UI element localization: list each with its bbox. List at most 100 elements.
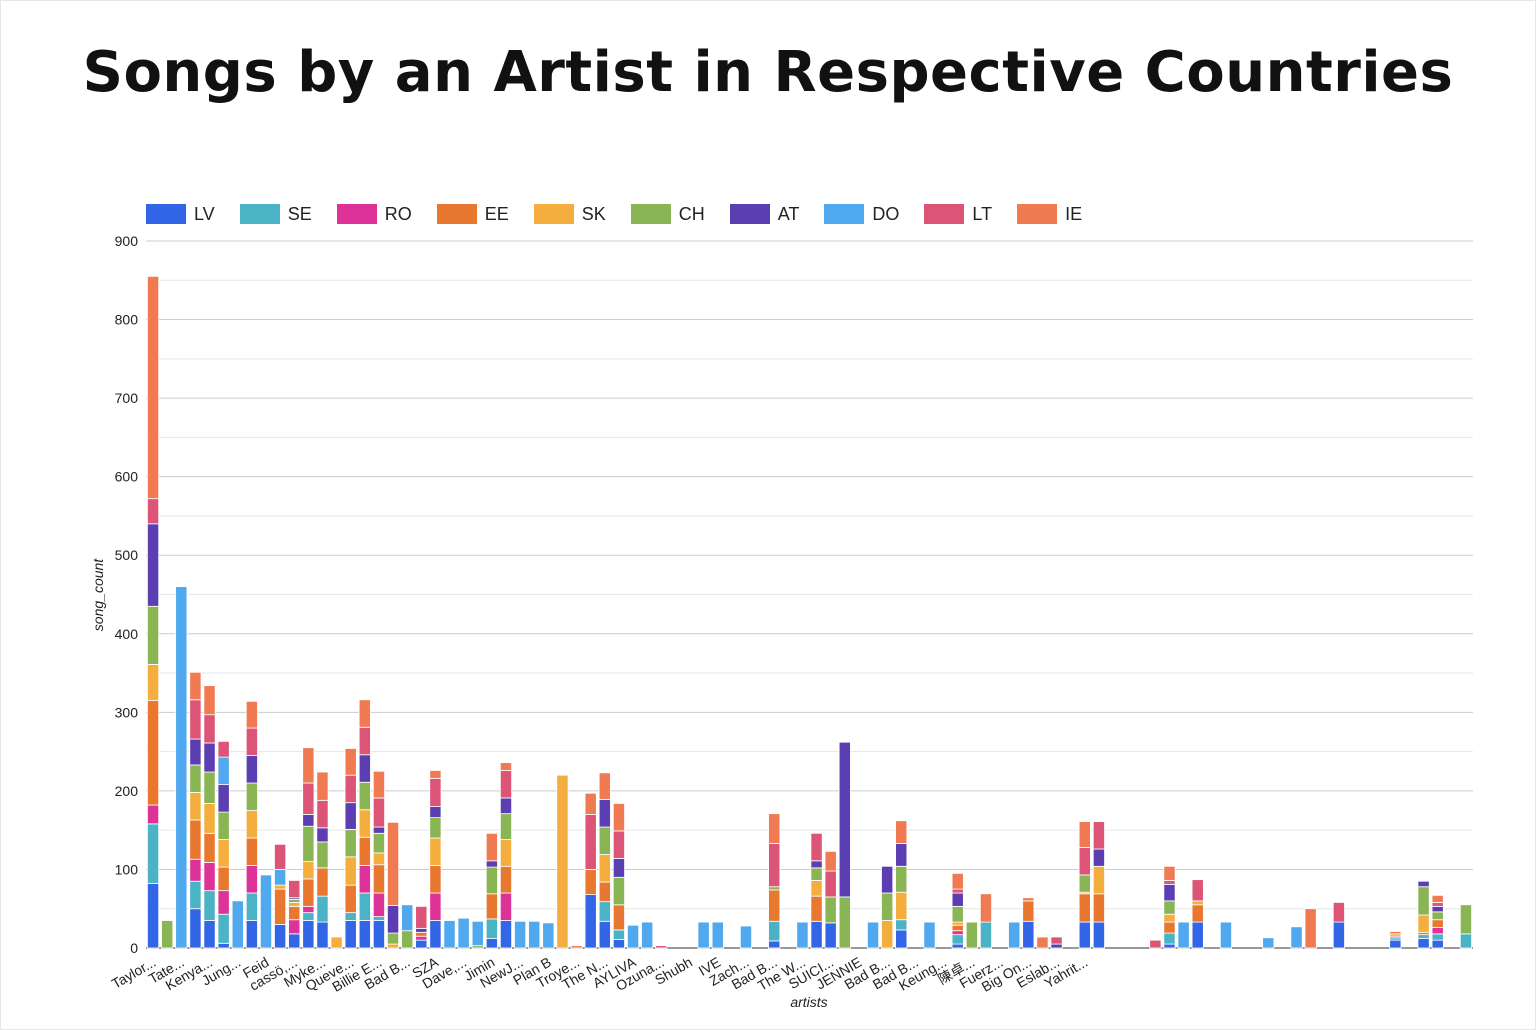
legend-item-ro[interactable]: RO bbox=[336, 203, 412, 225]
bar-segment-lt bbox=[612, 830, 625, 859]
bar-segment-sk bbox=[556, 774, 569, 949]
bar-segment-ee bbox=[302, 878, 315, 907]
legend-item-ch[interactable]: CH bbox=[630, 203, 705, 225]
bar-segment-sk bbox=[1191, 900, 1204, 906]
bar-segment-ch bbox=[895, 865, 908, 893]
bar-segment-ie bbox=[203, 685, 216, 716]
bar-segment-se bbox=[316, 895, 329, 923]
bar-segment-ee bbox=[245, 837, 258, 866]
bar-segment-se bbox=[979, 921, 993, 949]
bar-segment-lv bbox=[1332, 921, 1345, 949]
bar-segment-lt bbox=[245, 727, 258, 756]
bar-segment-lv bbox=[302, 920, 315, 949]
bar-segment-sk bbox=[147, 664, 160, 701]
bar-segment-lv bbox=[274, 924, 287, 949]
bar-segment-ie bbox=[612, 803, 625, 832]
bar-segment-ch bbox=[598, 826, 611, 855]
bar-segment-ie bbox=[189, 671, 202, 701]
y-tick-label: 400 bbox=[115, 626, 139, 642]
y-tick-label: 900 bbox=[115, 233, 139, 249]
legend-swatch bbox=[436, 204, 477, 224]
legend-item-ee[interactable]: EE bbox=[436, 204, 509, 225]
bar-segment-ie bbox=[598, 772, 611, 800]
bar-segment-lt bbox=[1149, 939, 1162, 949]
legend-label: RO bbox=[384, 203, 412, 224]
bar-segment-lv bbox=[316, 921, 329, 949]
bar-segment-ie bbox=[1389, 931, 1402, 935]
bar-segment-ch bbox=[358, 781, 371, 811]
bar-segment-lv bbox=[1078, 921, 1091, 949]
bar-segment-ro bbox=[302, 905, 315, 914]
bar-segment-ch bbox=[217, 811, 230, 840]
bar-segment-do bbox=[1290, 926, 1303, 949]
bar-segment-sk bbox=[1163, 913, 1176, 923]
legend-item-do[interactable]: DO bbox=[824, 204, 899, 225]
bar-segment-ro bbox=[189, 858, 202, 882]
bar-segment-lt bbox=[274, 843, 287, 870]
bar-segment-ch bbox=[245, 782, 258, 811]
bar-segment-do bbox=[528, 920, 541, 949]
y-tick-label: 600 bbox=[115, 469, 139, 485]
bar-segment-do bbox=[542, 922, 555, 949]
bar-segment-ro bbox=[217, 890, 230, 915]
legend-item-sk[interactable]: SK bbox=[533, 204, 606, 225]
legend-swatch bbox=[336, 204, 377, 224]
bar-segment-ie bbox=[499, 762, 513, 771]
bar-segment-do bbox=[923, 921, 936, 949]
y-tick-label: 500 bbox=[115, 547, 139, 563]
bar-segment-ee bbox=[203, 832, 216, 863]
bar-segment-do bbox=[231, 900, 244, 949]
bar-segment-lv bbox=[372, 920, 385, 949]
legend-swatch bbox=[239, 204, 280, 224]
bar-segment-ie bbox=[372, 770, 385, 799]
bar-segment-at bbox=[810, 860, 823, 869]
bar-segment-sk bbox=[330, 936, 343, 949]
bar-segment-lt bbox=[499, 770, 513, 799]
legend-swatch bbox=[824, 204, 865, 224]
bar-segment-lt bbox=[316, 799, 329, 829]
bar-segment-ie bbox=[1092, 820, 1105, 822]
bar-segment-lt bbox=[1078, 847, 1091, 876]
bar-segment-ie bbox=[768, 813, 781, 844]
bar-segment-se bbox=[189, 880, 202, 910]
bar-segment-lt bbox=[824, 870, 837, 898]
bar-segment-ee bbox=[584, 869, 597, 895]
bar-segment-se bbox=[485, 918, 498, 939]
legend-item-lt[interactable]: LT bbox=[924, 204, 992, 225]
bar-segment-ee bbox=[768, 889, 781, 922]
bar-segment-ch bbox=[881, 892, 894, 921]
bar-segment-at bbox=[189, 738, 202, 766]
legend-label: CH bbox=[678, 203, 705, 224]
bar-segment-ch bbox=[147, 605, 160, 665]
legend-swatch bbox=[924, 204, 965, 224]
bar-segment-ie bbox=[387, 821, 400, 906]
bar-segment-lv bbox=[612, 938, 625, 949]
bar-segment-se bbox=[598, 901, 611, 922]
legend-item-at[interactable]: AT bbox=[729, 204, 799, 225]
bar-segment-ch bbox=[372, 832, 385, 854]
legend: LV SE RO EE SK CH AT DO LT IE bbox=[146, 202, 1107, 226]
bar-segment-ee bbox=[598, 881, 611, 903]
bar-segment-se bbox=[768, 920, 781, 942]
bar-segment-lt bbox=[288, 880, 301, 899]
bar-segment-lt bbox=[372, 797, 385, 828]
bar-segment-lv bbox=[1417, 938, 1430, 949]
bar-segment-sk bbox=[288, 902, 301, 907]
legend-item-ie[interactable]: IE bbox=[1017, 204, 1082, 225]
bar-segment-at bbox=[1417, 880, 1430, 888]
bar-segment-do bbox=[259, 874, 273, 949]
bar-segment-se bbox=[1431, 933, 1444, 941]
bar-segment-ro bbox=[415, 935, 428, 941]
bar-segment-lv bbox=[499, 920, 513, 949]
legend-item-se[interactable]: SE bbox=[239, 204, 312, 225]
bar-segment-lt bbox=[1163, 880, 1176, 885]
bar-segment-lt bbox=[1191, 879, 1204, 902]
bar-segment-se bbox=[344, 912, 357, 921]
bar-segment-ch bbox=[1431, 911, 1444, 921]
bar-segment-lt bbox=[1431, 902, 1444, 907]
legend-item-lv[interactable]: LV bbox=[146, 204, 215, 225]
bar-segment-lt bbox=[584, 814, 597, 870]
bar-segment-ee bbox=[358, 836, 371, 866]
bar-segment-ch bbox=[302, 825, 315, 862]
bar-segment-sk bbox=[1092, 865, 1105, 895]
